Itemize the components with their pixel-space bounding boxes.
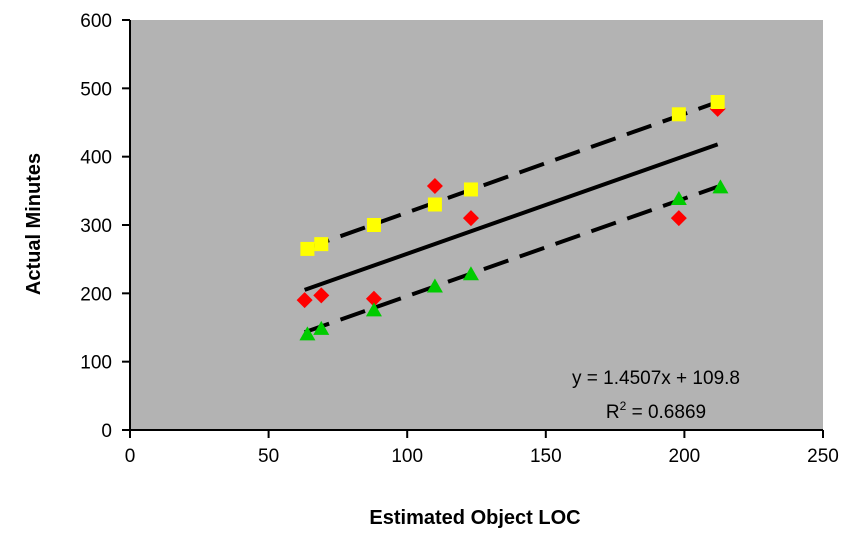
x-tick-label: 200 <box>669 446 701 467</box>
point-triangle <box>426 278 443 293</box>
r-squared-superscript: 2 <box>620 399 627 413</box>
point-square <box>671 107 686 122</box>
y-tick-label: 300 <box>80 216 112 237</box>
r-squared-prefix: R <box>606 402 620 423</box>
data-markers <box>296 95 729 341</box>
bound-line-2 <box>303 184 719 335</box>
point-triangle <box>365 302 382 317</box>
point-triangle <box>462 266 479 281</box>
x-tick-label: 100 <box>391 446 423 467</box>
y-tick-label: 600 <box>80 11 112 32</box>
point-diamond <box>670 210 687 227</box>
point-diamond <box>365 290 382 307</box>
x-axis-title: Estimated Object LOC <box>369 507 580 529</box>
point-diamond <box>296 292 313 309</box>
axes <box>122 19 824 438</box>
regression-equation: y = 1.4507x + 109.8 <box>572 368 740 389</box>
point-square <box>314 237 329 252</box>
y-tick-label: 500 <box>80 79 112 100</box>
tick-labels: 0 100 200 300 400 500 600 0 50 100 150 200 250 <box>80 11 839 467</box>
r-squared-value: = 0.6869 <box>626 402 706 423</box>
point-square <box>300 241 315 256</box>
point-square <box>427 197 442 212</box>
y-tick-label: 400 <box>80 148 112 169</box>
x-tick-label: 250 <box>807 446 839 467</box>
y-tick-label: 200 <box>80 284 112 305</box>
point-triangle <box>712 179 729 194</box>
point-triangle <box>299 326 316 341</box>
y-tick-label: 100 <box>80 353 112 374</box>
point-triangle <box>670 191 687 206</box>
point-diamond <box>313 287 330 304</box>
r-squared-label: R2 = 0.6869 <box>606 399 706 423</box>
bound-line-1 <box>303 100 719 251</box>
regression-lines <box>303 100 719 335</box>
y-axis-title: Actual Minutes <box>23 153 45 295</box>
trend-line <box>303 142 719 292</box>
point-square <box>366 218 381 232</box>
point-diamond <box>426 178 443 195</box>
x-tick-label: 150 <box>530 446 562 467</box>
plot-area <box>130 20 823 430</box>
point-diamond <box>462 210 479 227</box>
y-tick-label: 0 <box>101 421 112 442</box>
point-square <box>463 182 478 197</box>
point-square <box>710 95 725 109</box>
point-triangle <box>313 320 330 335</box>
x-tick-label: 0 <box>125 446 136 467</box>
x-tick-label: 50 <box>258 446 279 467</box>
